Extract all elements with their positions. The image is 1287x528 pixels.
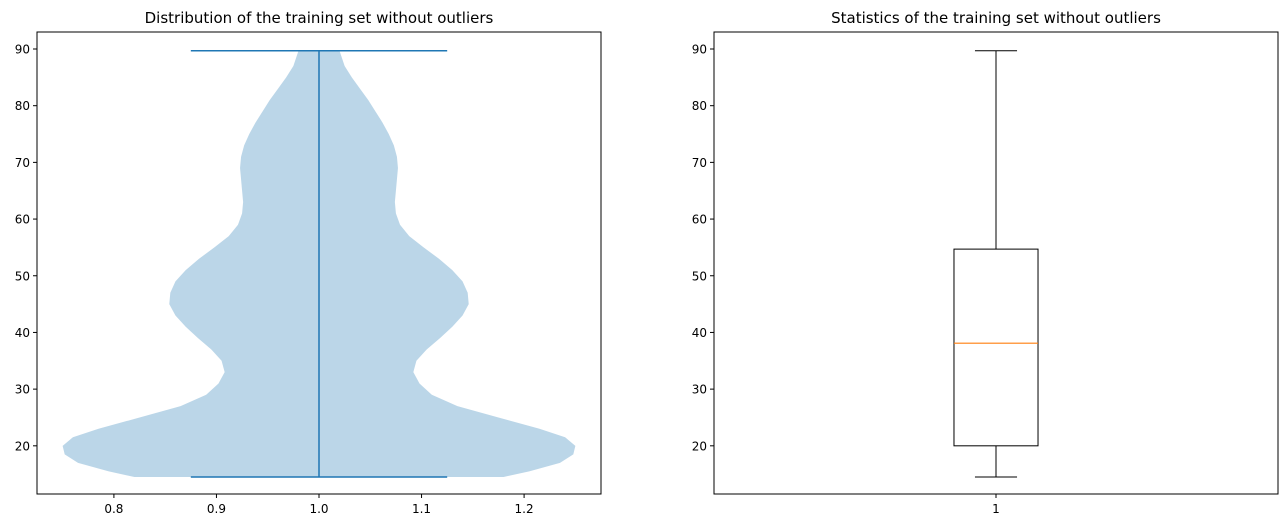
x-tick-label: 0.9 [207,502,226,516]
x-tick-label: 1.0 [309,502,328,516]
x-tick-label: 1.1 [412,502,431,516]
y-tick-label: 40 [15,326,30,340]
y-tick-label: 60 [692,213,707,227]
y-tick-label: 50 [692,269,707,283]
plot-frame [713,31,1279,495]
y-tick-label: 30 [692,383,707,397]
y-tick-label: 90 [692,43,707,57]
axes-2: Statistics of the training set without o… [692,9,1279,516]
x-tick-label: 1.2 [515,502,534,516]
chart-title: Distribution of the training set without… [145,9,494,27]
y-tick-label: 80 [15,99,30,113]
y-tick-label: 50 [15,269,30,283]
x-tick-label: 0.8 [104,502,123,516]
y-tick-label: 70 [692,156,707,170]
y-tick-label: 40 [692,326,707,340]
y-tick-label: 20 [692,439,707,453]
y-tick-label: 80 [692,99,707,113]
x-tick-label: 1 [992,502,1000,516]
chart-title: Statistics of the training set without o… [831,9,1161,27]
y-tick-label: 20 [15,439,30,453]
y-tick-label: 30 [15,383,30,397]
y-tick-label: 60 [15,213,30,227]
y-tick-label: 70 [15,156,30,170]
y-tick-label: 90 [15,43,30,57]
box-iqr [953,248,1039,447]
plot-frame [36,31,602,495]
axes-1: Distribution of the training set without… [15,9,602,516]
